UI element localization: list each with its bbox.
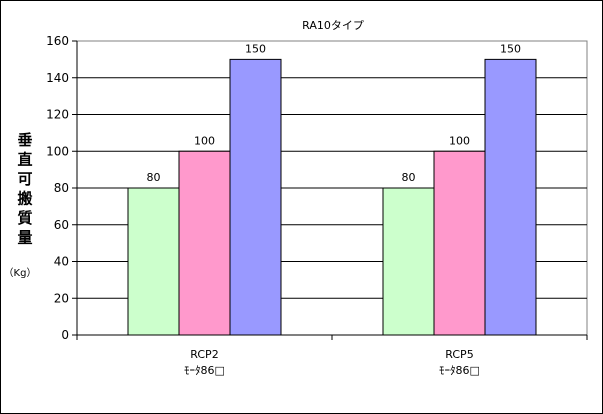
y-tick-label: 100	[46, 144, 69, 158]
y-axis-label-char: 質	[17, 209, 32, 227]
y-tick-label: 140	[46, 71, 69, 85]
bar	[484, 58, 537, 336]
data-label: 150	[245, 42, 266, 55]
data-label: 80	[402, 171, 416, 184]
y-axis-label-char: 量	[17, 229, 32, 247]
bar	[433, 150, 486, 336]
y-tick-label: 0	[61, 328, 69, 342]
bar	[127, 187, 180, 336]
bar	[178, 150, 231, 336]
y-axis-label-char: 可	[17, 170, 32, 188]
y-axis-label-char: 直	[17, 151, 32, 169]
x-tick-label: RCP2	[190, 348, 218, 361]
y-axis-label-char: 垂	[17, 131, 32, 149]
y-axis-label-char: 搬	[17, 190, 32, 208]
y-axis-unit: （Kg）	[4, 267, 37, 279]
bar	[382, 187, 435, 336]
y-tick-label: 20	[54, 291, 69, 305]
bar	[229, 58, 282, 336]
y-tick-label: 160	[46, 34, 69, 48]
chart-title: RA10タイプ	[302, 19, 364, 32]
data-label: 150	[500, 42, 521, 55]
x-tick-label: ﾓｰﾀ86□	[184, 364, 225, 377]
data-label: 100	[194, 134, 215, 147]
y-tick-label: 40	[54, 255, 69, 269]
data-label: 80	[147, 171, 161, 184]
y-tick-label: 60	[54, 218, 69, 232]
x-tick-label: ﾓｰﾀ86□	[439, 364, 480, 377]
y-tick-label: 120	[46, 108, 69, 122]
data-label: 100	[449, 134, 470, 147]
x-tick-label: RCP5	[445, 348, 473, 361]
y-tick-label: 80	[54, 181, 69, 195]
